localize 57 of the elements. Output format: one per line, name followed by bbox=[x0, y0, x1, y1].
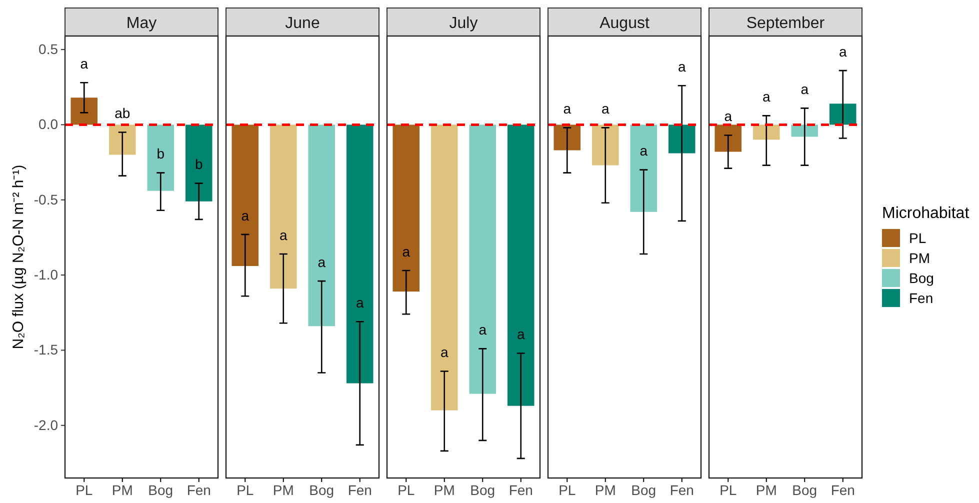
x-tick-label: Bog bbox=[792, 482, 818, 498]
y-tick-label: -1.0 bbox=[34, 266, 58, 283]
annotation: a bbox=[80, 56, 88, 72]
legend-label: Fen bbox=[909, 290, 934, 306]
annotation: a bbox=[640, 142, 648, 159]
x-tick-label: Bog bbox=[470, 482, 496, 498]
x-tick-label: Fen bbox=[508, 482, 533, 498]
x-tick-label: Bog bbox=[148, 482, 174, 498]
chart-title: September bbox=[746, 15, 826, 32]
annotation: a bbox=[516, 326, 525, 342]
x-tick-label: PL bbox=[558, 482, 576, 498]
x-tick-label: PM bbox=[272, 482, 294, 498]
x-tick-label: Fen bbox=[348, 482, 372, 498]
chart-title: May bbox=[126, 15, 157, 32]
annotation: a bbox=[241, 207, 250, 224]
chart-title: June bbox=[285, 15, 320, 32]
x-tick-label: PL bbox=[236, 482, 254, 498]
annotation: a bbox=[279, 226, 288, 243]
legend-label: PL bbox=[909, 230, 926, 246]
annotation: a bbox=[601, 100, 610, 117]
annotation: a bbox=[838, 43, 847, 60]
annotation: a bbox=[800, 81, 809, 98]
x-tick-label: PL bbox=[720, 482, 737, 498]
annotation: a bbox=[356, 294, 364, 311]
y-tick-label: -1.5 bbox=[34, 342, 58, 358]
annotation: a bbox=[762, 88, 770, 105]
annotation: b bbox=[194, 156, 203, 172]
x-tick-label: Fen bbox=[830, 482, 855, 498]
x-tick-label: Fen bbox=[670, 482, 694, 498]
annotation: a bbox=[678, 58, 686, 75]
annotation: ab bbox=[114, 105, 130, 122]
x-tick-label: PM bbox=[434, 482, 455, 498]
y-tick-label: 0.0 bbox=[38, 116, 58, 132]
chart-title: August bbox=[600, 15, 650, 32]
annotation: a bbox=[563, 100, 572, 117]
x-tick-label: PL bbox=[398, 482, 415, 498]
x-tick-label: PM bbox=[594, 482, 616, 498]
x-tick-label: Bog bbox=[631, 482, 656, 498]
y-tick-label: -2.0 bbox=[34, 416, 58, 433]
y-tick-label: -0.5 bbox=[34, 191, 58, 208]
annotation: a bbox=[478, 322, 487, 338]
x-tick-label: PM bbox=[756, 482, 777, 498]
legend-label: PM bbox=[909, 250, 930, 266]
x-tick-label: PM bbox=[112, 482, 133, 498]
annotation: a bbox=[440, 344, 448, 360]
annotation: a bbox=[724, 108, 732, 124]
chart-title: July bbox=[449, 15, 478, 32]
annotation: a bbox=[402, 243, 410, 260]
x-tick-label: Bog bbox=[309, 482, 334, 498]
y-tick-label: 0.5 bbox=[38, 41, 58, 58]
legend-title: Microhabitat bbox=[882, 205, 970, 222]
annotation: b bbox=[156, 146, 165, 162]
x-tick-label: PL bbox=[76, 482, 93, 498]
legend-label: Bog bbox=[909, 270, 934, 286]
y-axis-title: N₂O flux (µg N₂O-N m⁻² h⁻¹) bbox=[10, 164, 27, 350]
x-tick-label: Fen bbox=[186, 482, 211, 498]
annotation: a bbox=[318, 254, 326, 270]
